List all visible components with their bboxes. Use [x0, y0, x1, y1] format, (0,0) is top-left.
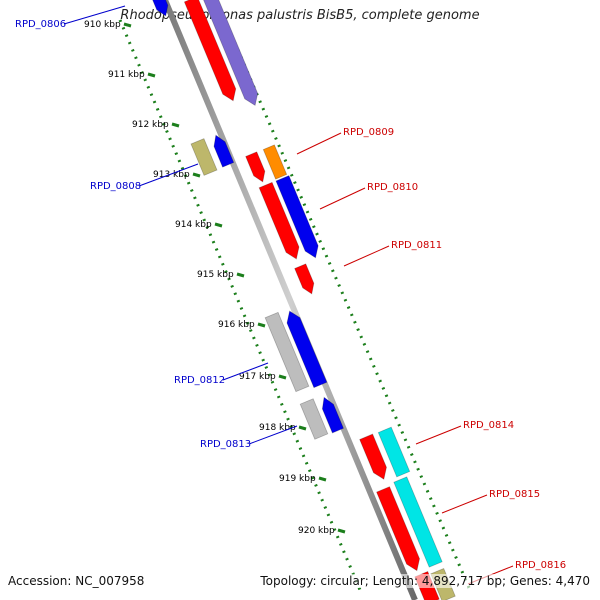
kbp-tick-label: 919 kbp [279, 474, 316, 484]
topology-text: Topology: circular; Length: 4,892,717 bp… [260, 574, 590, 588]
kbp-tick-mark [171, 122, 180, 128]
leader-line [441, 494, 488, 514]
gene-label-rpd-0812[interactable]: RPD_0812 [174, 375, 225, 386]
kbp-tick-mark [123, 22, 132, 28]
kbp-tick-label: 917 kbp [239, 372, 276, 382]
gene-red-0815[interactable] [376, 486, 420, 572]
gene-label-rpd-0811[interactable]: RPD_0811 [391, 240, 442, 251]
leader-line [222, 362, 269, 381]
scale-line-inner [118, 19, 362, 591]
gene-label-rpd-0813[interactable]: RPD_0813 [200, 439, 251, 450]
gene-red-upper[interactable] [183, 0, 237, 102]
scale-line-outer [223, 19, 472, 591]
gene-red-0809[interactable] [245, 151, 266, 183]
gene-label-rpd-0816[interactable]: RPD_0816 [515, 560, 566, 571]
gene-rpd-0808-olive[interactable] [190, 138, 218, 176]
gene-red-mid[interactable] [294, 263, 315, 295]
kbp-tick-mark [278, 374, 287, 380]
gene-rpd-0814[interactable] [377, 426, 411, 478]
gene-rpd-0810[interactable] [275, 175, 319, 259]
gene-rpd-0813-gray[interactable] [299, 398, 329, 440]
gene-label-rpd-0810[interactable]: RPD_0810 [367, 182, 418, 193]
kbp-tick-mark [318, 476, 327, 482]
gene-rpd-0815[interactable] [393, 476, 443, 568]
leader-line [415, 425, 462, 445]
leader-line [343, 245, 390, 267]
gene-label-rpd-0814[interactable]: RPD_0814 [463, 420, 514, 431]
gene-red-0814[interactable] [359, 433, 387, 480]
kbp-tick-mark [192, 172, 201, 178]
gene-label-rpd-0808[interactable]: RPD_0808 [90, 181, 141, 192]
gene-rpd-0812[interactable] [286, 310, 328, 389]
kbp-tick-label: 913 kbp [153, 170, 190, 180]
gene-rpd-0813[interactable] [321, 396, 344, 434]
kbp-tick-label: 911 kbp [108, 70, 145, 80]
kbp-tick-mark [236, 272, 245, 278]
leader-line [138, 163, 199, 187]
gene-rpd-0809[interactable] [262, 144, 288, 180]
gene-label-rpd-0809[interactable]: RPD_0809 [343, 127, 394, 138]
kbp-tick-label: 918 kbp [259, 423, 296, 433]
kbp-tick-mark [337, 528, 346, 534]
accession-text: Accession: NC_007958 [8, 574, 145, 588]
kbp-tick-mark [298, 425, 307, 431]
kbp-tick-mark [257, 322, 266, 328]
kbp-tick-label: 914 kbp [175, 220, 212, 230]
kbp-tick-label: 910 kbp [84, 20, 121, 30]
gene-rpd-0812-gray[interactable] [264, 311, 310, 393]
leader-line [248, 425, 298, 445]
gene-rpd-0808[interactable] [213, 134, 235, 168]
gene-label-rpd-0815[interactable]: RPD_0815 [489, 489, 540, 500]
gene-label-rpd-0806[interactable]: RPD_0806 [15, 19, 66, 30]
gene-purple-upper[interactable] [202, 0, 259, 107]
leader-line [319, 187, 366, 210]
leader-line [63, 5, 126, 25]
gene-rpd-0811[interactable] [258, 181, 300, 260]
genome-backbone [162, 0, 418, 600]
gene-rpd-0806[interactable] [149, 0, 169, 17]
kbp-tick-mark [147, 72, 156, 78]
kbp-tick-label: 915 kbp [197, 270, 234, 280]
kbp-tick-label: 912 kbp [132, 120, 169, 130]
kbp-tick-label: 916 kbp [218, 320, 255, 330]
kbp-tick-label: 920 kbp [298, 526, 335, 536]
kbp-tick-mark [214, 222, 223, 228]
leader-line [296, 132, 342, 155]
